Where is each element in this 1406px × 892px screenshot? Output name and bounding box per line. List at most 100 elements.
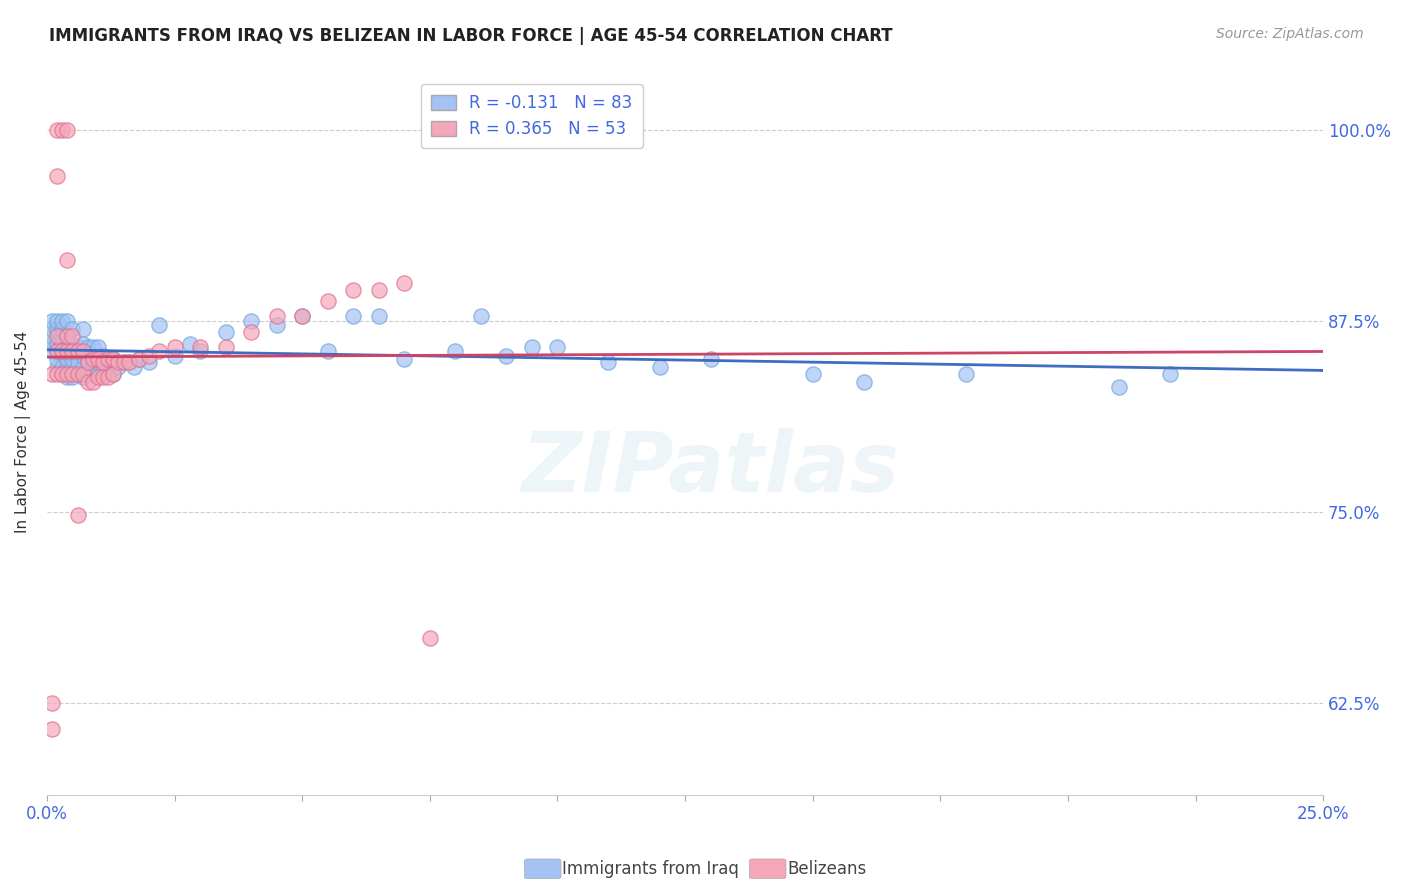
Point: [419, 631, 441, 645]
Point: [41, 696, 63, 710]
Point: [367, 310, 389, 324]
Point: [122, 359, 145, 374]
Point: [46, 344, 69, 359]
Point: [56, 368, 79, 382]
Point: [128, 352, 150, 367]
Point: [107, 355, 129, 369]
Text: Belizeans: Belizeans: [787, 860, 866, 878]
Point: [51, 344, 73, 359]
Point: [495, 349, 517, 363]
Point: [51, 321, 73, 335]
Point: [148, 344, 170, 359]
Point: [342, 310, 364, 324]
Point: [46, 329, 69, 343]
Point: [103, 368, 125, 382]
Point: [62, 359, 84, 374]
Point: [66, 368, 89, 382]
Point: [41, 314, 63, 328]
Point: [801, 368, 824, 382]
Point: [41, 329, 63, 343]
Point: [72, 321, 94, 335]
Point: [470, 310, 492, 324]
Point: [46, 344, 69, 359]
Point: [66, 344, 89, 359]
Point: [87, 370, 110, 384]
Y-axis label: In Labor Force | Age 45-54: In Labor Force | Age 45-54: [15, 331, 31, 533]
Point: [394, 276, 416, 290]
Point: [66, 340, 89, 354]
Point: [56, 329, 79, 343]
Point: [41, 321, 63, 335]
Point: [51, 359, 73, 374]
Point: [41, 368, 63, 382]
Point: [179, 336, 201, 351]
Point: [117, 355, 139, 369]
Point: [72, 344, 94, 359]
Point: [46, 368, 69, 382]
Point: [82, 352, 104, 367]
Point: [316, 344, 339, 359]
Point: [76, 355, 98, 369]
Point: [66, 355, 89, 369]
Point: [56, 352, 79, 367]
Point: [955, 368, 977, 382]
Point: [62, 329, 84, 343]
Point: [62, 370, 84, 384]
Point: [103, 352, 125, 367]
Point: [41, 336, 63, 351]
Point: [1108, 379, 1130, 393]
Point: [97, 368, 120, 382]
Point: [107, 359, 129, 374]
Point: [56, 344, 79, 359]
Point: [598, 355, 620, 369]
Point: [188, 344, 211, 359]
Point: [41, 344, 63, 359]
Point: [76, 340, 98, 354]
Point: [188, 340, 211, 354]
Point: [66, 368, 89, 382]
Point: [163, 349, 186, 363]
Point: [97, 370, 120, 384]
Point: [1159, 368, 1181, 382]
Text: Source: ZipAtlas.com: Source: ZipAtlas.com: [1216, 27, 1364, 41]
Point: [46, 321, 69, 335]
Point: [51, 368, 73, 382]
Point: [56, 340, 79, 354]
Point: [316, 293, 339, 308]
Point: [214, 325, 236, 339]
Point: [97, 352, 120, 367]
Point: [76, 355, 98, 369]
Point: [291, 310, 314, 324]
Point: [103, 368, 125, 382]
Point: [91, 349, 114, 363]
Point: [444, 344, 467, 359]
Point: [46, 314, 69, 328]
Point: [87, 355, 110, 369]
Point: [82, 352, 104, 367]
Point: [394, 352, 416, 367]
Point: [56, 122, 79, 136]
Point: [76, 375, 98, 389]
Point: [46, 336, 69, 351]
Point: [699, 352, 721, 367]
Point: [62, 321, 84, 335]
Point: [51, 314, 73, 328]
Point: [266, 310, 288, 324]
Point: [76, 368, 98, 382]
Point: [72, 368, 94, 382]
Point: [56, 359, 79, 374]
Point: [148, 318, 170, 333]
Point: [266, 318, 288, 333]
Point: [46, 359, 69, 374]
Point: [128, 352, 150, 367]
Point: [51, 336, 73, 351]
Point: [56, 314, 79, 328]
Point: [51, 329, 73, 343]
Point: [62, 368, 84, 382]
Point: [72, 336, 94, 351]
Point: [62, 352, 84, 367]
Point: [87, 352, 110, 367]
Point: [91, 364, 114, 378]
Point: [66, 508, 89, 523]
Point: [82, 375, 104, 389]
